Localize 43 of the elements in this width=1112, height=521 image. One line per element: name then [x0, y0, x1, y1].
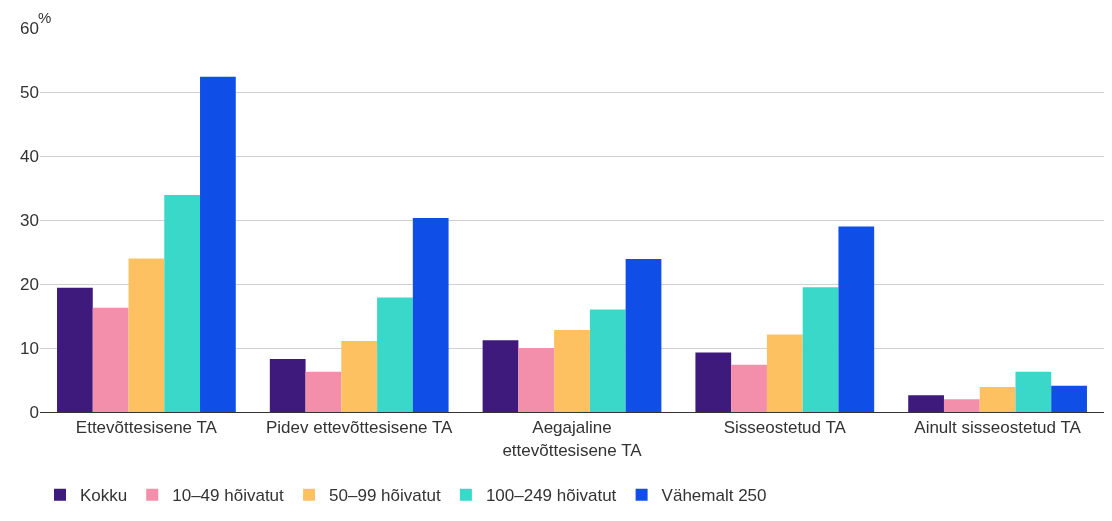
bar [908, 395, 944, 412]
legend-label: 100–249 hõivatut [485, 486, 617, 506]
bar [164, 195, 201, 412]
bar [92, 307, 129, 412]
y-tick-label: 60 [20, 18, 39, 38]
bar [482, 340, 519, 412]
bar [1015, 371, 1052, 412]
bar [589, 309, 626, 412]
bar [412, 218, 449, 412]
y-axis-title: % [38, 9, 52, 26]
bar [305, 371, 342, 412]
x-tick-label: Aegajaline ettevõttesisene TA [502, 418, 643, 460]
bar [377, 297, 413, 412]
y-tick-label: 40 [20, 146, 39, 166]
y-tick-label: 30 [20, 210, 39, 230]
x-tick-label: Pidev ettevõttesisene TA [265, 418, 454, 438]
y-tick-label: 0 [29, 402, 39, 422]
bar [1051, 385, 1087, 412]
bar [625, 259, 662, 412]
bar [731, 364, 767, 412]
bar [766, 334, 803, 412]
bar [802, 287, 839, 412]
bar [518, 348, 555, 412]
x-tick-label: Ettevõttesisene TA [75, 418, 218, 438]
x-tick-label: Ainult sisseostetud TA [914, 418, 1082, 438]
bar [341, 340, 378, 412]
bar [128, 258, 165, 412]
bar [57, 287, 93, 412]
legend-label: 50–99 hõivatut [329, 486, 441, 506]
legend-label: Vähemalt 250 [661, 486, 767, 506]
bar [200, 76, 236, 412]
legend-label: Kokku [80, 486, 128, 506]
bar [695, 352, 732, 412]
y-tick-label: 20 [20, 274, 39, 294]
bar [269, 358, 306, 412]
bar [979, 387, 1016, 412]
y-tick-label: 50 [20, 82, 39, 102]
bar [943, 399, 980, 412]
legend-label: 10–49 hõivatut [172, 486, 285, 506]
bar [838, 226, 875, 412]
x-tick-label: Sisseostetud TA [723, 418, 847, 438]
y-tick-label: 10 [20, 338, 39, 358]
bar [554, 330, 590, 412]
